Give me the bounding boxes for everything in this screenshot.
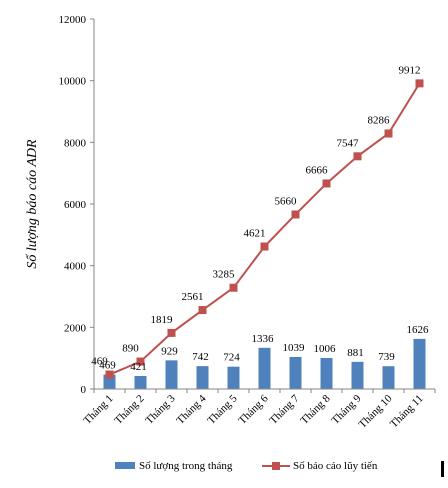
legend: Số lượng trong tháng Số báo cáo lũy tiến bbox=[115, 460, 378, 472]
y-tick-label-3: 6000 bbox=[64, 199, 87, 211]
x-tick-label-6: Tháng 7 bbox=[267, 392, 302, 427]
y-tick-label-2: 4000 bbox=[64, 261, 87, 273]
bar-7 bbox=[320, 357, 333, 389]
bar-value-label-5: 1336 bbox=[252, 333, 275, 345]
bar-value-label-0: 469 bbox=[99, 360, 116, 372]
bar-value-label-10: 1626 bbox=[407, 324, 430, 336]
y-tick-label-0: 0 bbox=[81, 384, 87, 396]
line-marker-1 bbox=[136, 357, 145, 366]
x-tick-label-2: Tháng 3 bbox=[143, 392, 178, 427]
bar-1 bbox=[134, 376, 147, 389]
bar-value-label-3: 742 bbox=[192, 351, 209, 363]
line-value-label-9: 8286 bbox=[368, 115, 391, 127]
bar-10 bbox=[413, 338, 426, 389]
line-marker-2 bbox=[167, 328, 176, 337]
bar-2 bbox=[165, 360, 178, 389]
bar-5 bbox=[258, 347, 271, 389]
y-axis-title: Số lượng báo cáo ADR bbox=[25, 139, 40, 269]
bar-value-label-2: 929 bbox=[161, 345, 178, 357]
line-value-label-6: 5660 bbox=[275, 195, 298, 207]
y-tick-label-6: 12000 bbox=[59, 14, 87, 26]
bar-9 bbox=[382, 366, 395, 389]
x-tick-label-9: Tháng 10 bbox=[357, 392, 395, 430]
legend-swatch-line-marker bbox=[272, 462, 280, 470]
line-value-label-7: 6666 bbox=[306, 164, 329, 176]
line-value-label-0: 469 bbox=[91, 356, 108, 368]
line-marker-0 bbox=[105, 370, 114, 379]
bar-value-label-1: 421 bbox=[130, 361, 147, 373]
bars-layer bbox=[103, 338, 426, 389]
bar-value-label-9: 739 bbox=[378, 351, 395, 363]
line-value-label-8: 7547 bbox=[337, 137, 360, 149]
line-layer bbox=[105, 79, 424, 379]
line-marker-7 bbox=[322, 179, 331, 188]
y-tick-label-5: 10000 bbox=[59, 76, 87, 88]
legend-swatch-bars bbox=[115, 462, 135, 469]
x-tick-label-10: Tháng 11 bbox=[388, 393, 426, 431]
line-labels: 469 890 1819 2561 3285 4621 5660 6666 7547 8286 99… bbox=[91, 64, 420, 367]
line-marker-5 bbox=[260, 242, 269, 251]
bar-value-label-7: 1006 bbox=[314, 343, 337, 355]
line-value-label-2: 1819 bbox=[151, 314, 174, 326]
y-tick-label-4: 8000 bbox=[64, 137, 87, 149]
x-tick-label-5: Tháng 6 bbox=[236, 392, 271, 427]
line-value-label-1: 890 bbox=[122, 343, 139, 355]
line-marker-9 bbox=[384, 129, 393, 138]
edge-marker bbox=[441, 461, 444, 477]
line-value-label-4: 3285 bbox=[213, 269, 236, 281]
bar-value-label-8: 881 bbox=[347, 347, 364, 359]
x-tick-label-7: Tháng 8 bbox=[298, 392, 333, 427]
bar-value-label-4: 724 bbox=[223, 352, 240, 364]
bar-6 bbox=[289, 356, 302, 389]
x-tick-label-4: Tháng 5 bbox=[205, 392, 240, 427]
bar-4 bbox=[227, 366, 240, 389]
line-marker-4 bbox=[229, 283, 238, 292]
x-tick-label-3: Tháng 4 bbox=[174, 392, 209, 427]
line-marker-6 bbox=[291, 210, 300, 219]
bar-labels: 469 421 929 742 724 1336 1039 1006 881 739 1626 bbox=[99, 324, 429, 373]
bar-3 bbox=[196, 366, 209, 389]
bar-8 bbox=[351, 361, 364, 389]
line-value-label-3: 2561 bbox=[182, 291, 204, 303]
x-tick-label-1: Tháng 2 bbox=[112, 393, 146, 427]
y-ticks: 0 2000 4000 6000 8000 10000 12000 bbox=[59, 14, 94, 396]
x-tick-label-0: Tháng 1 bbox=[81, 393, 115, 427]
line-marker-8 bbox=[353, 152, 362, 161]
legend-label-bars: Số lượng trong tháng bbox=[139, 460, 233, 472]
line-value-label-10: 9912 bbox=[399, 64, 421, 76]
legend-label-line: Số báo cáo lũy tiến bbox=[293, 460, 378, 472]
line-marker-10 bbox=[415, 79, 424, 88]
bar-value-label-6: 1039 bbox=[283, 342, 306, 354]
y-tick-label-1: 2000 bbox=[64, 322, 87, 334]
line-value-label-5: 4621 bbox=[244, 228, 266, 240]
line-marker-3 bbox=[198, 306, 207, 315]
